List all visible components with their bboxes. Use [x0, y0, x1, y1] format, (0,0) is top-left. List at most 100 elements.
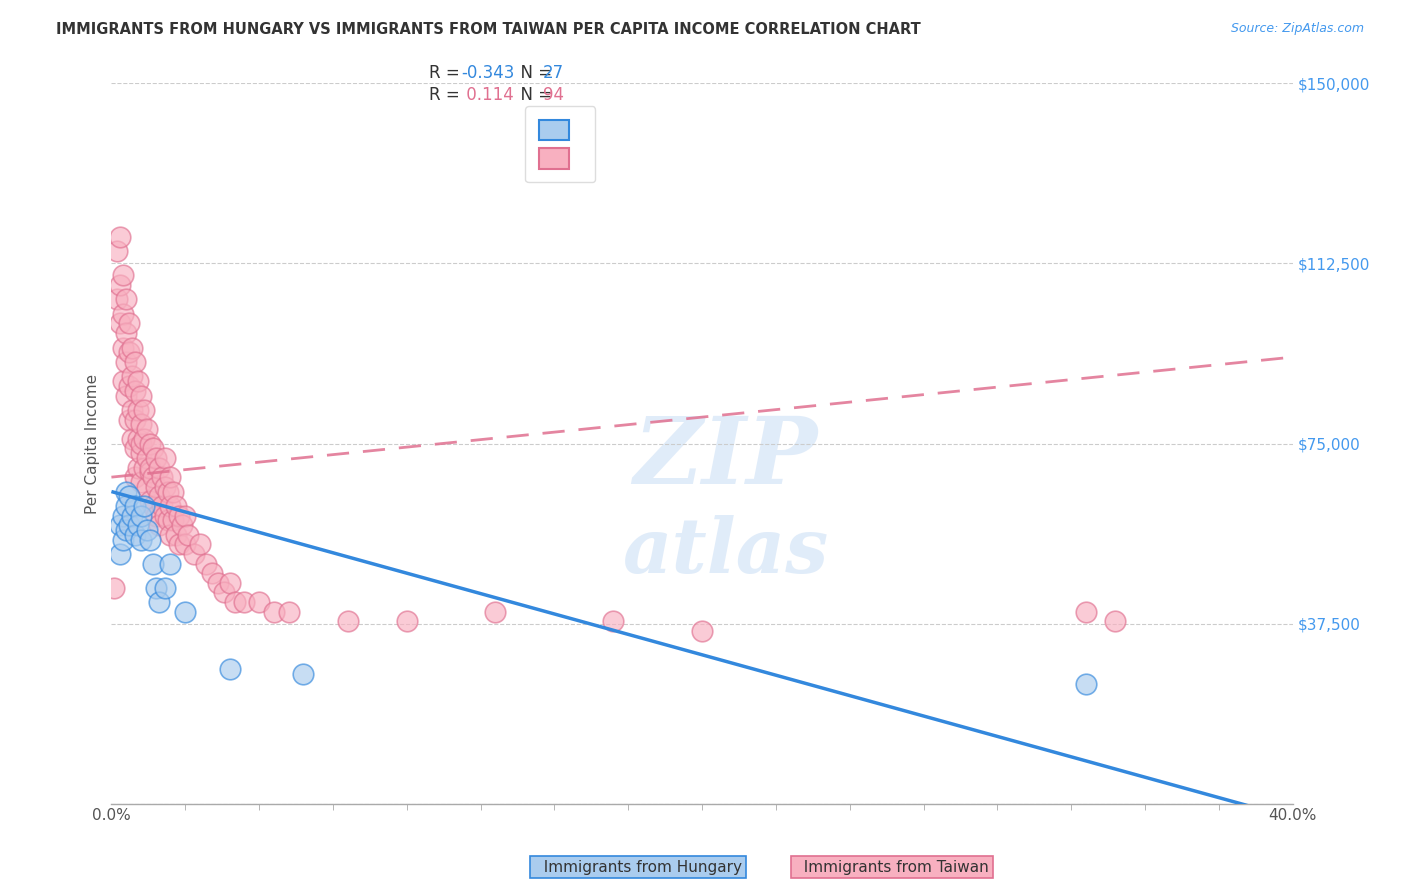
- Point: [110, 230, 132, 244]
- Point: [159, 527, 181, 541]
- Point: [127, 432, 149, 446]
- Point: [110, 547, 132, 561]
- Point: [112, 508, 135, 523]
- Point: [118, 489, 141, 503]
- Point: [233, 595, 256, 609]
- Point: [121, 508, 143, 523]
- Point: [121, 369, 143, 384]
- Point: [148, 489, 170, 503]
- Point: [115, 293, 138, 307]
- Point: [177, 527, 200, 541]
- Point: [135, 422, 157, 436]
- Point: [129, 446, 152, 460]
- Point: [1104, 614, 1126, 628]
- Point: [103, 581, 125, 595]
- Point: [121, 432, 143, 446]
- Point: [112, 268, 135, 283]
- Point: [132, 403, 155, 417]
- Y-axis label: Per Capita Income: Per Capita Income: [86, 374, 100, 514]
- Point: [118, 345, 141, 359]
- Point: [129, 436, 152, 450]
- Text: N =: N =: [510, 64, 558, 82]
- Point: [145, 480, 167, 494]
- Point: [124, 384, 146, 398]
- Point: [139, 533, 162, 547]
- Point: [115, 484, 138, 499]
- Point: [148, 460, 170, 475]
- Text: 0.114: 0.114: [461, 87, 515, 104]
- Point: [112, 307, 135, 321]
- Text: 27: 27: [543, 64, 564, 82]
- Text: -0.343: -0.343: [461, 64, 515, 82]
- Point: [602, 614, 624, 628]
- Point: [142, 442, 165, 456]
- Point: [129, 417, 152, 432]
- Point: [124, 470, 146, 484]
- Point: [124, 355, 146, 369]
- Point: [172, 518, 194, 533]
- Point: [142, 470, 165, 484]
- Point: [110, 317, 132, 331]
- Point: [183, 547, 205, 561]
- Point: [135, 523, 157, 537]
- Point: [218, 575, 240, 590]
- Point: [127, 403, 149, 417]
- Point: [121, 341, 143, 355]
- Point: [336, 614, 359, 628]
- Point: [124, 527, 146, 541]
- Point: [110, 278, 132, 293]
- Point: [148, 518, 170, 533]
- Point: [139, 436, 162, 450]
- Point: [121, 403, 143, 417]
- Point: [162, 484, 184, 499]
- Point: [115, 388, 138, 402]
- Point: [153, 581, 176, 595]
- Point: [142, 557, 165, 571]
- Point: [150, 470, 173, 484]
- Point: [188, 537, 211, 551]
- Point: [484, 605, 506, 619]
- Point: [1074, 605, 1097, 619]
- Text: N =: N =: [510, 87, 558, 104]
- Point: [201, 566, 224, 581]
- Point: [165, 499, 187, 513]
- Point: [135, 450, 157, 465]
- Point: [118, 317, 141, 331]
- Point: [162, 513, 184, 527]
- Text: 94: 94: [543, 87, 564, 104]
- Point: [145, 508, 167, 523]
- Point: [139, 460, 162, 475]
- Point: [129, 533, 152, 547]
- Point: [165, 527, 187, 541]
- Point: [277, 605, 299, 619]
- Point: [127, 460, 149, 475]
- Point: [194, 557, 217, 571]
- Point: [156, 513, 179, 527]
- Point: [1074, 676, 1097, 690]
- Text: Immigrants from Taiwan: Immigrants from Taiwan: [794, 860, 990, 874]
- Point: [129, 508, 152, 523]
- Point: [115, 499, 138, 513]
- Point: [115, 326, 138, 340]
- Point: [247, 595, 270, 609]
- Point: [112, 341, 135, 355]
- Point: [156, 484, 179, 499]
- Point: [153, 450, 176, 465]
- Point: [159, 499, 181, 513]
- Text: R =: R =: [429, 87, 465, 104]
- Point: [207, 575, 229, 590]
- Point: [145, 581, 167, 595]
- Point: [124, 412, 146, 426]
- Text: Source: ZipAtlas.com: Source: ZipAtlas.com: [1230, 22, 1364, 36]
- Text: atlas: atlas: [623, 515, 828, 589]
- Point: [132, 432, 155, 446]
- Point: [129, 475, 152, 489]
- Point: [212, 585, 235, 599]
- Point: [124, 442, 146, 456]
- Point: [118, 412, 141, 426]
- Point: [218, 662, 240, 676]
- Point: [115, 355, 138, 369]
- Point: [135, 480, 157, 494]
- Legend: , : ,: [526, 106, 595, 182]
- Point: [115, 523, 138, 537]
